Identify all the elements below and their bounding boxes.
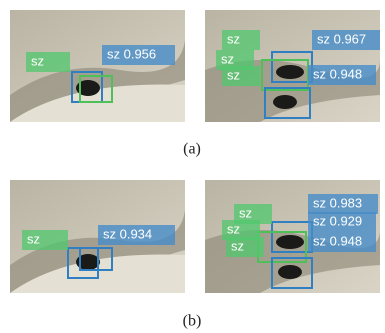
detection-label: sz 0.967	[317, 31, 366, 46]
detection-label: sz 0.948	[313, 233, 362, 248]
figure: szsz 0.956szszszsz 0.967sz 0.948szsz 0.9…	[0, 0, 385, 333]
detection-label: sz	[231, 238, 244, 253]
detection-label: sz 0.929	[313, 213, 362, 228]
detection-label: sz 0.934	[103, 226, 152, 241]
detection-label: sz 0.956	[107, 46, 156, 61]
detection-label: sz	[227, 31, 240, 46]
detection-label: sz 0.983	[313, 195, 362, 210]
detection-label: sz 0.948	[313, 66, 362, 81]
caption: (b)	[183, 313, 202, 330]
detection-label: sz	[227, 67, 240, 82]
detection-label: sz	[227, 221, 240, 236]
detection-label: sz	[27, 231, 40, 246]
detection-label: sz	[221, 51, 234, 66]
detection-label: sz	[239, 205, 252, 220]
detection-label: sz	[31, 53, 44, 68]
caption: (a)	[183, 141, 201, 158]
